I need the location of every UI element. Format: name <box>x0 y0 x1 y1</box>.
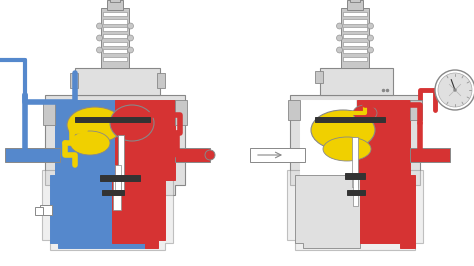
Bar <box>352 137 358 187</box>
Bar <box>102 190 124 195</box>
Circle shape <box>367 47 374 53</box>
Polygon shape <box>42 170 173 250</box>
Bar <box>341 8 369 68</box>
Bar <box>350 0 360 2</box>
Bar <box>343 49 367 53</box>
Bar <box>75 117 150 122</box>
Polygon shape <box>112 175 165 248</box>
Polygon shape <box>360 175 415 248</box>
Bar <box>103 42 127 46</box>
Bar <box>345 173 365 179</box>
Bar <box>343 42 367 46</box>
Bar <box>343 57 367 61</box>
Bar <box>300 100 355 180</box>
Bar <box>343 12 367 16</box>
Bar <box>110 0 120 2</box>
Ellipse shape <box>311 110 375 150</box>
Bar <box>115 100 175 180</box>
Circle shape <box>128 23 134 29</box>
Bar <box>315 117 385 122</box>
Bar <box>410 100 422 120</box>
Bar <box>113 180 121 210</box>
Circle shape <box>454 89 456 91</box>
Circle shape <box>435 70 474 110</box>
Polygon shape <box>45 95 185 195</box>
Bar <box>175 100 187 125</box>
Circle shape <box>205 150 215 160</box>
Bar <box>175 148 210 162</box>
Bar <box>103 34 127 38</box>
Bar <box>103 27 127 31</box>
Bar <box>320 68 393 95</box>
Bar <box>103 19 127 23</box>
Circle shape <box>367 23 374 29</box>
Bar <box>357 100 410 180</box>
Bar <box>70 73 78 88</box>
Bar <box>35 207 43 215</box>
Circle shape <box>438 73 472 107</box>
Bar <box>43 100 55 125</box>
Ellipse shape <box>67 107 123 143</box>
Circle shape <box>128 35 134 41</box>
Bar <box>353 178 358 206</box>
Bar <box>347 190 365 195</box>
Bar <box>100 175 140 181</box>
Bar <box>40 205 52 215</box>
Polygon shape <box>287 170 423 250</box>
Bar <box>107 0 123 10</box>
Circle shape <box>367 35 374 41</box>
Circle shape <box>128 47 134 53</box>
Bar <box>103 12 127 16</box>
Bar <box>315 71 323 83</box>
Polygon shape <box>50 175 150 248</box>
Ellipse shape <box>110 105 154 141</box>
Ellipse shape <box>353 105 377 121</box>
Polygon shape <box>295 175 360 248</box>
Circle shape <box>337 35 343 41</box>
Bar <box>103 57 127 61</box>
Ellipse shape <box>323 137 371 161</box>
Circle shape <box>97 35 102 41</box>
Bar <box>410 148 450 162</box>
Circle shape <box>337 23 343 29</box>
Circle shape <box>97 23 102 29</box>
Bar <box>115 165 121 190</box>
Bar <box>347 0 363 10</box>
Bar <box>103 49 127 53</box>
Bar <box>157 73 165 88</box>
Bar <box>75 68 160 95</box>
Bar <box>288 100 300 120</box>
Polygon shape <box>55 100 115 190</box>
Circle shape <box>337 47 343 53</box>
Ellipse shape <box>70 131 110 155</box>
Bar <box>5 148 60 162</box>
Bar <box>101 8 129 68</box>
Bar <box>118 135 124 190</box>
Bar <box>343 27 367 31</box>
Bar <box>343 19 367 23</box>
Circle shape <box>97 47 102 53</box>
Bar <box>343 34 367 38</box>
Bar <box>250 148 305 162</box>
Bar <box>55 100 121 180</box>
Polygon shape <box>290 95 420 195</box>
